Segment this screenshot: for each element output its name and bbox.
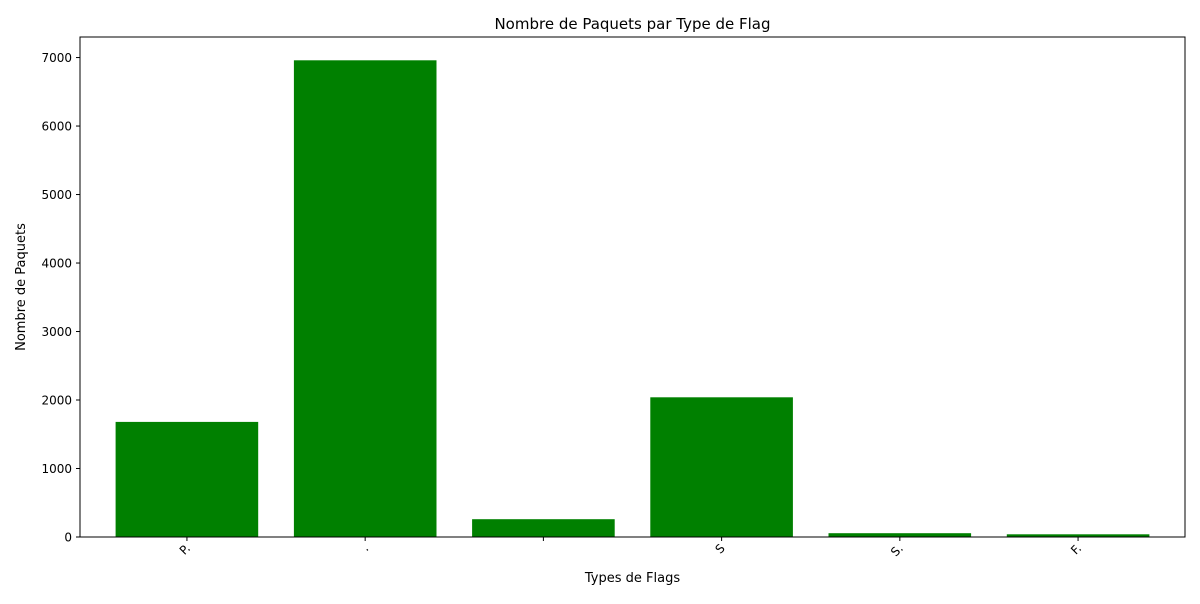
bar xyxy=(472,519,615,537)
x-axis-ticks: P.. S S. F. xyxy=(177,537,1084,559)
bar xyxy=(828,533,972,537)
x-tick-label: P. xyxy=(177,541,193,557)
y-tick-label: 5000 xyxy=(41,188,72,202)
y-tick-label: 4000 xyxy=(41,257,72,271)
y-axis-label: Nombre de Paquets xyxy=(14,223,29,351)
y-tick-label: 1000 xyxy=(41,462,72,476)
x-tick-label: F. xyxy=(1068,541,1084,557)
bar xyxy=(650,397,793,537)
bar xyxy=(1006,534,1150,537)
plot-area-frame xyxy=(79,36,1186,538)
bar xyxy=(293,60,437,538)
bar xyxy=(115,421,259,537)
x-tick-label: . xyxy=(359,541,372,554)
bars-group xyxy=(115,60,1150,538)
y-tick-label: 7000 xyxy=(41,51,72,65)
x-tick-label: S xyxy=(712,541,727,556)
y-axis-ticks: 0 1000 2000 3000 4000 5000 6000 7000 xyxy=(41,51,80,545)
x-axis-label: Types de Flags xyxy=(584,571,680,586)
y-tick-label: 6000 xyxy=(41,120,72,134)
x-tick-label: S. xyxy=(888,541,906,559)
chart-title: Nombre de Paquets par Type de Flag xyxy=(494,15,770,33)
y-tick-label: 0 xyxy=(64,531,72,545)
y-tick-label: 3000 xyxy=(41,325,72,339)
y-tick-label: 2000 xyxy=(41,394,72,408)
